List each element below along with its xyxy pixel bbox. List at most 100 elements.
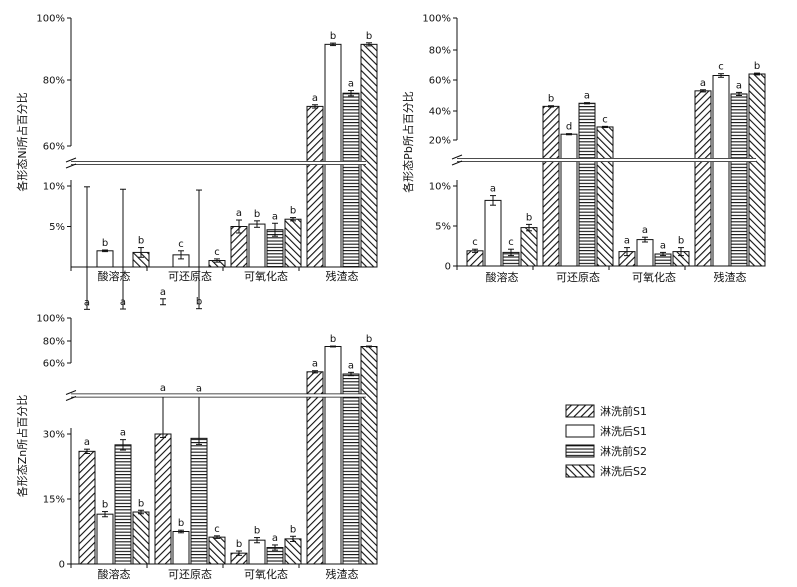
data-label-s1-c2: a (642, 225, 648, 236)
y-axis-break-mark (65, 163, 77, 169)
y-axis-break-mark (65, 396, 77, 401)
bar-s3-c0 (132, 511, 150, 565)
y-tick-label-lower: 0 (59, 560, 65, 571)
bar-s3-c2 (284, 218, 302, 268)
bar-s1-c2 (248, 223, 266, 268)
data-label-s1-c1: c (178, 239, 184, 250)
bar-s0-c1 (542, 105, 560, 267)
error-bar-s2-c0 (120, 439, 126, 451)
legend-label-s2-before: 淋洗前S2 (600, 444, 647, 458)
error-bar-s2-c1 (584, 102, 590, 105)
data-label-s1-c2: b (254, 526, 260, 537)
error-bar-s0-c2 (236, 219, 242, 234)
category-label-3: 残渣态 (714, 270, 747, 284)
bar-s1-c1 (172, 531, 190, 565)
error-bar-s1-c2 (254, 220, 260, 228)
y-tick-label-upper: 40% (429, 107, 451, 118)
bar-s1-c3 (324, 43, 342, 268)
error-bar-s3-c1 (602, 125, 608, 129)
error-bar-s3-c3 (366, 42, 372, 47)
error-bar-s0-c0 (84, 186, 90, 310)
error-bar-s3-c0 (138, 247, 144, 258)
y-tick-label-upper: 80% (43, 337, 65, 348)
error-bar-s2-c2 (272, 544, 278, 551)
axis-break-gap (70, 393, 366, 398)
legend-item-s1-after: 淋洗后S1 (565, 424, 647, 438)
error-bar-s1-c1 (178, 529, 184, 534)
error-bar-s0-c1 (160, 394, 166, 438)
data-label-s3-c0: b (138, 498, 144, 509)
error-bar-s1-c0 (490, 195, 496, 206)
y-tick-label-upper: 80% (429, 46, 451, 57)
y-axis-break-mark (451, 154, 463, 160)
category-label-1: 可还原态 (168, 270, 212, 283)
category-label-1: 可还原态 (556, 271, 600, 284)
data-label-s1-c0: b (102, 238, 108, 249)
legend-swatch-s1-before (565, 404, 595, 418)
data-label-s1-c0: a (490, 184, 496, 195)
bar-s2-c1 (578, 102, 596, 267)
bar-s3-c3 (748, 73, 766, 267)
bar-s3-c1 (208, 536, 226, 565)
bar-s2-c3 (342, 92, 360, 268)
bar-s3-c3 (360, 43, 378, 268)
axis-break-gap (70, 161, 366, 165)
category-label-0: 酸溶态 (486, 270, 519, 284)
data-label-s0-c3: a (700, 78, 706, 89)
bar-s3-c3 (360, 346, 378, 565)
data-label-s0-c0: a (84, 297, 90, 308)
error-bar-s3-c1 (214, 258, 220, 263)
data-label-s3-c3: b (366, 334, 372, 345)
y-tick-label-upper: 60% (43, 359, 65, 370)
y-tick-label-upper: 20% (429, 136, 451, 147)
bar-s0-c1 (154, 433, 172, 565)
data-label-s2-c2: a (272, 533, 278, 544)
error-bar-s3-c0 (526, 223, 532, 232)
data-label-s0-c2: a (236, 208, 242, 219)
error-bar-s3-c0 (138, 509, 144, 515)
data-label-s2-c2: a (272, 211, 278, 222)
bar-s1-c0 (96, 250, 114, 268)
bar-s0-c3 (694, 90, 712, 267)
data-label-s3-c0: b (138, 236, 144, 247)
bar-s0-c0 (466, 250, 484, 267)
data-label-s0-c0: a (84, 437, 90, 448)
error-bar-s2-c0 (120, 188, 126, 310)
data-label-s0-c2: a (624, 236, 630, 247)
data-label-s1-c3: b (330, 334, 336, 345)
error-bar-s0-c1 (160, 298, 166, 306)
error-bar-s3-c2 (290, 535, 296, 542)
bar-s1-c1 (560, 133, 578, 267)
data-label-s3-c3: b (366, 31, 372, 42)
data-label-s2-c0: a (120, 428, 126, 439)
y-tick-label-upper: 100% (36, 314, 65, 325)
data-label-s1-c3: c (718, 62, 724, 73)
data-label-s0-c2: b (236, 539, 242, 550)
bar-s3-c0 (520, 227, 538, 267)
category-label-0: 酸溶态 (98, 567, 131, 581)
data-label-s2-c3: a (348, 360, 354, 371)
data-label-s2-c1: a (584, 91, 590, 102)
bar-s2-c3 (730, 93, 748, 267)
error-bar-s2-c2 (272, 222, 278, 237)
error-bar-s2-c0 (508, 248, 514, 257)
data-label-s2-c2: a (660, 240, 666, 251)
error-bar-s0-c2 (236, 550, 242, 556)
legend-swatch-s2-after (565, 464, 595, 478)
bar-s1-c0 (484, 199, 502, 267)
error-bar-s2-c3 (736, 91, 742, 96)
data-label-s1-c1: d (566, 122, 572, 133)
data-label-s3-c1: c (214, 247, 220, 258)
bar-s3-c1 (596, 126, 614, 267)
error-bar-s3-c3 (366, 345, 372, 348)
data-label-s1-c3: b (330, 31, 336, 42)
ni-chart-panel: a a a a b c b b a b a a b c b b 酸溶态 可还原态 可氧化态 残渣态 5% 10% 60% 80… (15, 14, 378, 310)
y-tick-label-lower: 30% (43, 430, 65, 441)
legend: 淋洗前S1 淋洗后S1 淋洗前S2 淋洗后S2 (565, 404, 647, 478)
legend-item-s1-before: 淋洗前S1 (565, 404, 647, 418)
y-axis-break-mark (65, 157, 77, 163)
error-bar-s2-c3 (348, 371, 354, 377)
bar-s2-c1 (190, 437, 208, 565)
y-tick-label-lower: 15% (43, 495, 65, 506)
category-label-3: 残渣态 (326, 567, 359, 581)
